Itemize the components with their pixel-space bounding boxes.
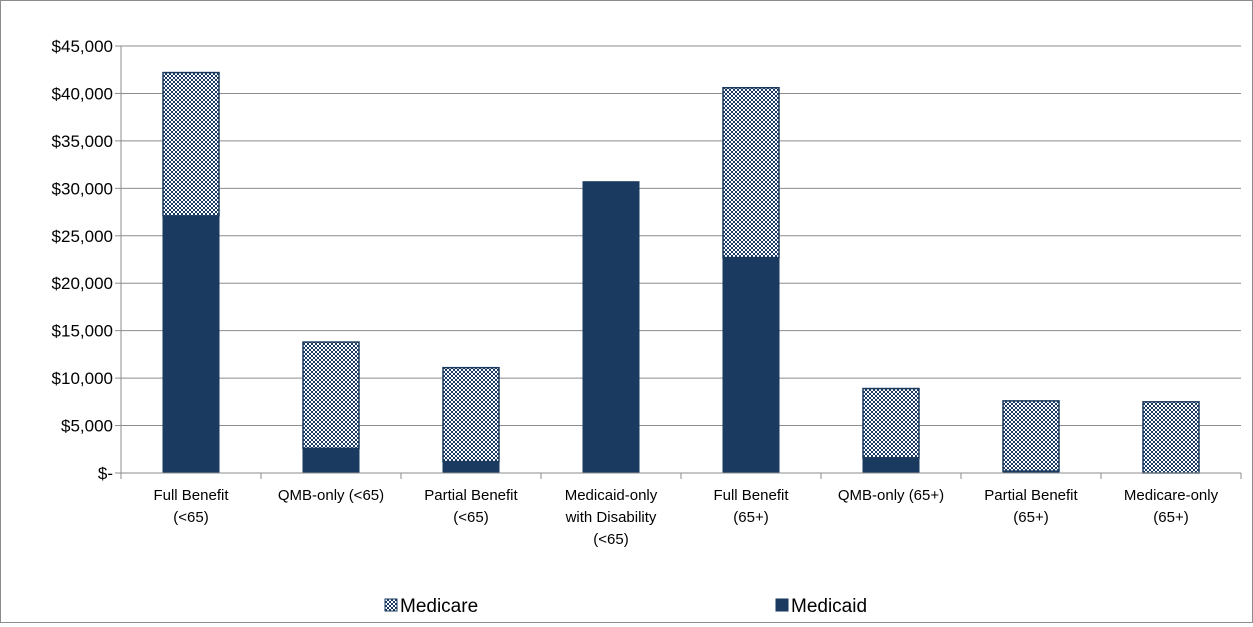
- bar-medicaid: [162, 215, 220, 474]
- x-tick-label-line: QMB-only (<65): [278, 487, 384, 504]
- bar-medicaid: [862, 457, 920, 474]
- y-tick-label: $35,000: [52, 132, 113, 151]
- bar-medicare: [862, 387, 920, 459]
- bar-medicaid: [442, 461, 500, 474]
- y-tick-label: $5,000: [61, 417, 113, 436]
- x-tick-label: Medicare-only (65+): [1124, 487, 1219, 526]
- x-tick-label-line: QMB-only (65+): [838, 487, 944, 504]
- bar-medicare: [162, 71, 220, 217]
- legend-swatch-medicaid: [775, 598, 789, 612]
- x-tick-label-line: Partial Benefit: [424, 487, 518, 504]
- legend: Medicare Medicaid: [384, 596, 867, 617]
- y-tick-label: $10,000: [52, 369, 113, 388]
- bars: [162, 71, 1200, 474]
- x-tick-label-line: Medicaid-only: [565, 487, 658, 504]
- bar-medicare: [302, 341, 360, 450]
- bar-medicare: [442, 366, 500, 463]
- y-tick-label: $15,000: [52, 322, 113, 341]
- bar-medicaid: [722, 257, 780, 474]
- x-tick-label-line: (65+): [1013, 509, 1048, 526]
- y-tick-label: $40,000: [52, 84, 113, 103]
- x-tick-label-line: with Disability: [565, 509, 657, 526]
- x-tick-label: Full Benefit (65+): [713, 487, 789, 526]
- x-tick-label-line: (<65): [453, 509, 488, 526]
- gridlines: [121, 45, 1241, 427]
- x-tick-label: QMB-only (65+): [838, 487, 944, 504]
- y-tick-label: $20,000: [52, 274, 113, 293]
- x-tick-label: Partial Benefit (<65): [424, 487, 518, 526]
- axes: [115, 45, 1242, 479]
- x-tick-label-line: (65+): [1153, 509, 1188, 526]
- x-tick-label-line: (<65): [173, 509, 208, 526]
- x-tick-label: Medicaid-only with Disability (<65): [565, 487, 658, 548]
- x-axis-tick-labels: Full Benefit (<65) QMB-only (<65) Partial B…: [153, 487, 1218, 548]
- y-tick-label: $45,000: [52, 37, 113, 56]
- bar-medicare: [1142, 401, 1200, 474]
- x-tick-label-line: Full Benefit: [713, 487, 789, 504]
- y-tick-label: $30,000: [52, 179, 113, 198]
- x-tick-label: QMB-only (<65): [278, 487, 384, 504]
- x-tick-label: Full Benefit (<65): [153, 487, 229, 526]
- legend-label-medicaid: Medicaid: [791, 596, 867, 617]
- bar-medicaid: [582, 181, 640, 474]
- legend-swatch-medicare: [384, 598, 398, 612]
- x-tick-label: Partial Benefit (65+): [984, 487, 1078, 526]
- bar-medicare: [1002, 400, 1060, 472]
- y-tick-label: $-: [98, 464, 113, 483]
- bar-medicare: [722, 87, 780, 259]
- x-tick-label-line: Partial Benefit: [984, 487, 1078, 504]
- legend-label-medicare: Medicare: [400, 596, 478, 617]
- y-axis-tick-labels: $- $5,000 $10,000 $15,000 $20,000 $25,000 $30,…: [52, 37, 113, 483]
- bar-medicaid: [302, 447, 360, 474]
- x-tick-label-line: Full Benefit: [153, 487, 229, 504]
- x-tick-label-line: (<65): [593, 531, 628, 548]
- x-tick-label-line: (65+): [733, 509, 768, 526]
- y-tick-label: $25,000: [52, 227, 113, 246]
- x-tick-label-line: Medicare-only: [1124, 487, 1219, 504]
